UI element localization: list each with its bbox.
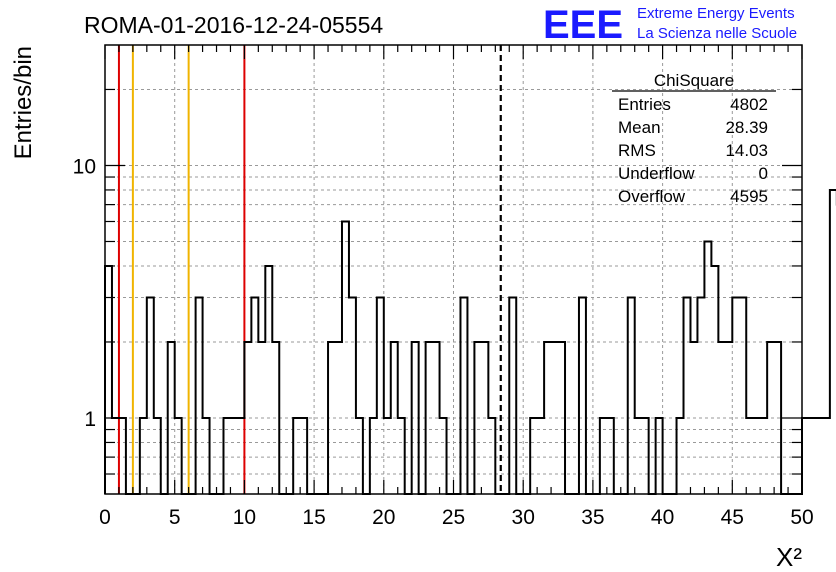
y-axis-label: Entries/bin <box>10 46 37 159</box>
y-tick-label: 1 <box>84 408 96 431</box>
grid <box>105 45 802 494</box>
axis-ticks <box>104 45 803 494</box>
stats-value-mean: 28.39 <box>725 118 768 137</box>
stats-value-rms: 14.03 <box>725 141 768 160</box>
histogram-line <box>104 188 836 495</box>
logo-text: EEE <box>543 3 623 47</box>
x-tick-labels: 0 5 10 15 20 25 30 35 40 45 50 <box>99 506 814 529</box>
y-tick-label: 10 <box>73 155 96 178</box>
x-tick-label: 40 <box>651 506 674 529</box>
stats-value-entries: 4802 <box>730 95 768 114</box>
y-tick-labels: 1 10 <box>73 155 96 431</box>
page-title: ROMA-01-2016-12-24-05554 <box>84 12 383 38</box>
x-tick-label: 20 <box>372 506 395 529</box>
stats-label-mean: Mean <box>618 118 661 137</box>
x-tick-label: 5 <box>169 506 181 529</box>
logo-line-1: Extreme Energy Events <box>637 5 795 22</box>
logo-line-2: La Scienza nelle Scuole <box>637 25 797 42</box>
x-tick-label: 30 <box>512 506 535 529</box>
stats-label-overflow: Overflow <box>618 187 686 206</box>
eee-logo: EEE Extreme Energy Events La Scienza nel… <box>543 3 797 47</box>
marker-lines <box>117 45 502 494</box>
plot-frame <box>104 44 803 495</box>
x-tick-label: 15 <box>302 506 325 529</box>
x-axis-label: X² <box>776 542 802 572</box>
stats-value-overflow: 4595 <box>730 187 768 206</box>
stats-title: ChiSquare <box>654 71 734 90</box>
x-tick-label: 25 <box>442 506 465 529</box>
stats-label-underflow: Underflow <box>618 164 695 183</box>
x-tick-label: 50 <box>790 506 813 529</box>
x-tick-label: 0 <box>99 506 111 529</box>
stats-box: ChiSquare Entries 4802 Mean 28.39 RMS 14… <box>612 71 776 206</box>
x-tick-label: 35 <box>581 506 604 529</box>
x-tick-label: 45 <box>721 506 744 529</box>
x-tick-label: 10 <box>233 506 256 529</box>
stats-label-rms: RMS <box>618 141 656 160</box>
stats-value-underflow: 0 <box>759 164 768 183</box>
stats-label-entries: Entries <box>618 95 671 114</box>
